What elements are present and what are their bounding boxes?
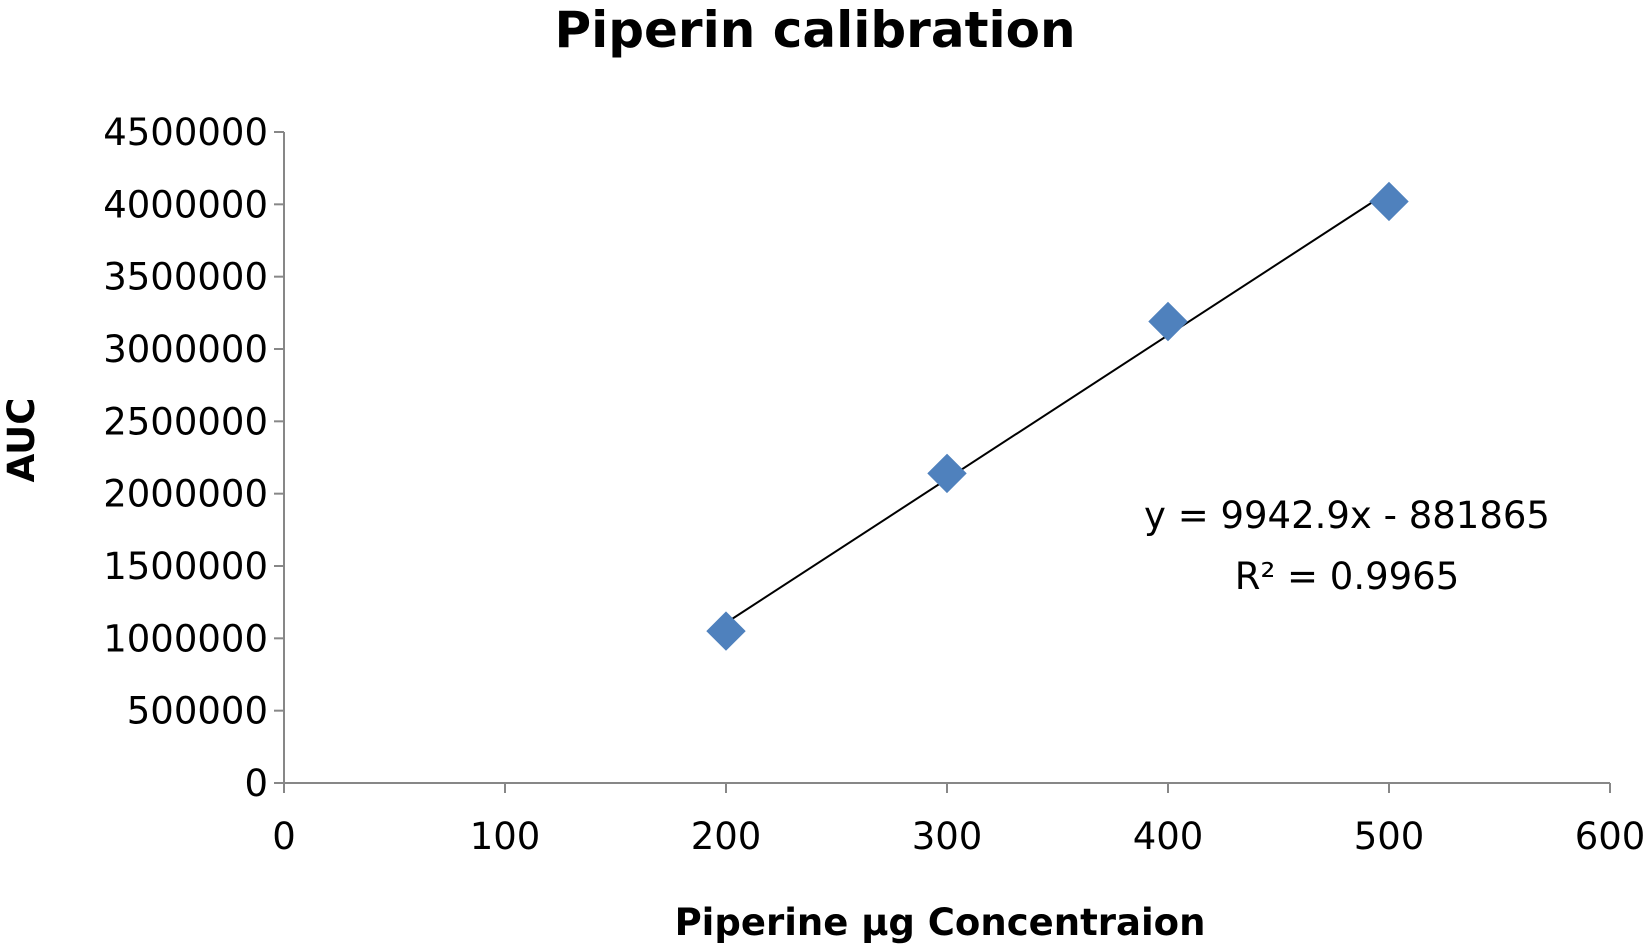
x-tick-label: 600 bbox=[1575, 815, 1646, 858]
r-squared-label: R² = 0.9965 bbox=[1235, 555, 1460, 598]
x-tick-label: 400 bbox=[1133, 815, 1204, 858]
x-tick-label: 100 bbox=[470, 815, 541, 858]
data-points bbox=[706, 181, 1409, 651]
x-tick-label: 200 bbox=[691, 815, 762, 858]
x-axis-title: Piperine µg Concentraion bbox=[675, 901, 1206, 944]
x-axis-ticks: 0 100 200 300 400 500 600 bbox=[272, 783, 1645, 858]
trendline-layer bbox=[725, 190, 1390, 624]
trendline bbox=[725, 190, 1390, 624]
y-tick-label: 2500000 bbox=[103, 400, 268, 443]
data-point bbox=[1369, 181, 1409, 222]
y-tick-label: 0 bbox=[244, 762, 268, 805]
chart-title: Piperin calibration bbox=[554, 1, 1075, 59]
y-tick-label: 3000000 bbox=[103, 328, 268, 371]
x-tick-label: 500 bbox=[1354, 815, 1425, 858]
y-tick-label: 2000000 bbox=[103, 473, 268, 516]
trendline-equation: y = 9942.9x - 881865 bbox=[1144, 494, 1550, 537]
y-tick-label: 3500000 bbox=[103, 256, 268, 299]
data-point bbox=[1148, 301, 1188, 342]
y-tick-label: 1000000 bbox=[103, 617, 268, 660]
y-axis-title: AUC bbox=[0, 398, 43, 483]
x-tick-label: 300 bbox=[912, 815, 983, 858]
data-point bbox=[927, 453, 967, 494]
x-tick-label: 0 bbox=[272, 815, 296, 858]
y-tick-label: 500000 bbox=[127, 690, 268, 733]
y-axis-ticks: 0 500000 1000000 1500000 2000000 2500000 30000… bbox=[103, 111, 284, 805]
y-tick-label: 4500000 bbox=[103, 111, 268, 154]
y-tick-label: 4000000 bbox=[103, 183, 268, 226]
y-tick-label: 1500000 bbox=[103, 545, 268, 588]
data-point bbox=[706, 611, 746, 651]
